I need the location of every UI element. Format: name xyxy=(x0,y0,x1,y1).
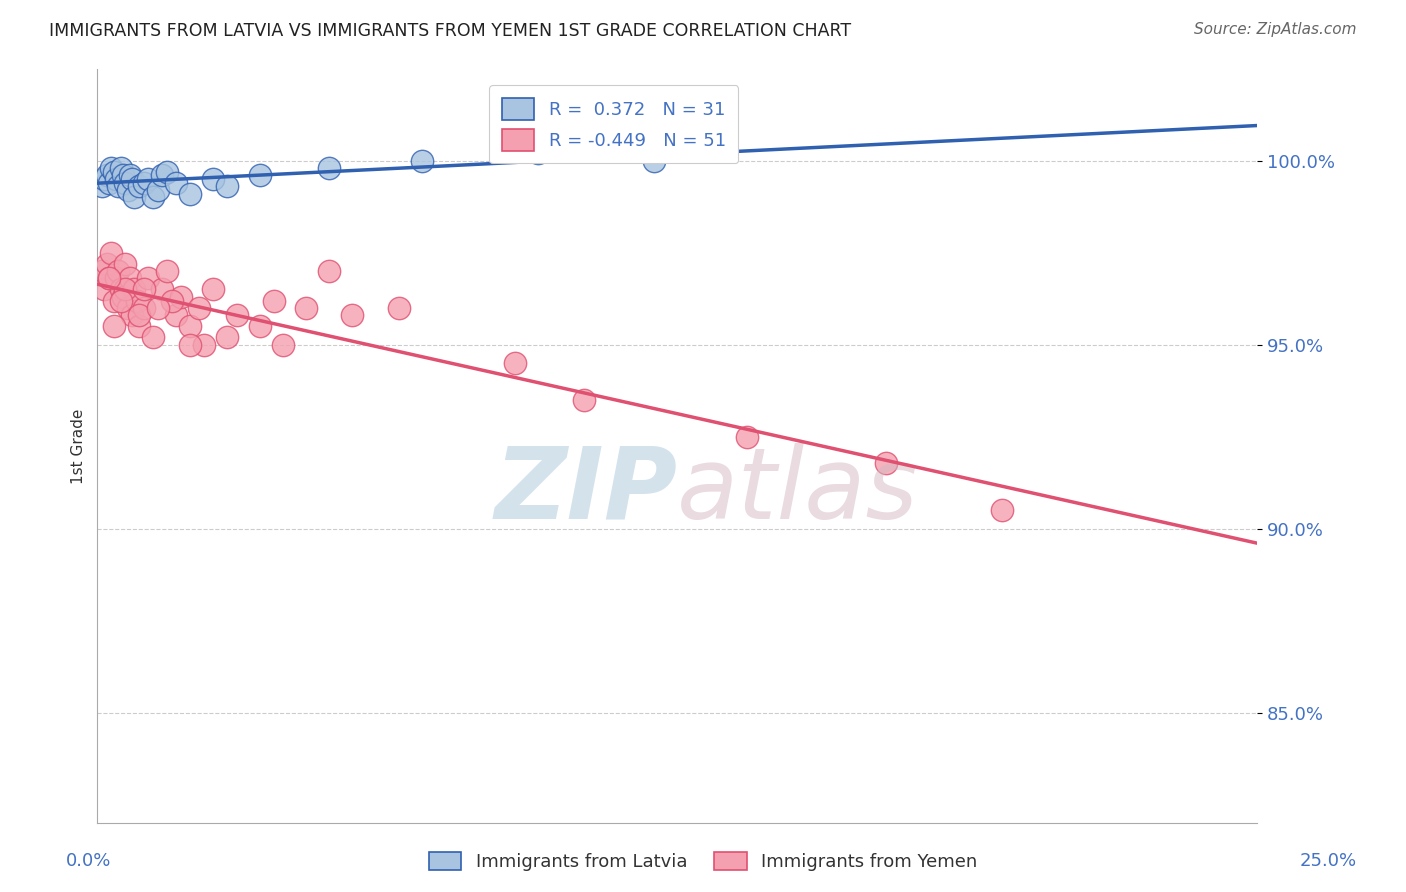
Point xyxy=(93,283,115,297)
Point xyxy=(202,172,225,186)
Point xyxy=(249,169,271,183)
Point xyxy=(107,179,129,194)
Point xyxy=(114,283,136,297)
Point xyxy=(114,257,136,271)
Point xyxy=(104,172,127,186)
Point xyxy=(875,456,897,470)
Y-axis label: 1st Grade: 1st Grade xyxy=(72,409,86,483)
Point xyxy=(249,319,271,334)
Point xyxy=(217,330,239,344)
Point xyxy=(142,190,165,204)
Point xyxy=(142,330,165,344)
Point xyxy=(103,319,125,334)
Text: ZIP: ZIP xyxy=(494,442,678,540)
Point xyxy=(156,264,179,278)
Point xyxy=(125,293,148,308)
Point xyxy=(132,283,155,297)
Point xyxy=(107,264,129,278)
Point xyxy=(150,283,173,297)
Point xyxy=(146,301,169,315)
Point xyxy=(295,301,318,315)
Point xyxy=(318,264,340,278)
Point xyxy=(110,293,132,308)
Point xyxy=(121,172,143,186)
Point xyxy=(160,293,183,308)
Point xyxy=(104,271,127,285)
Text: atlas: atlas xyxy=(678,442,918,540)
Point xyxy=(118,169,141,183)
Point xyxy=(991,503,1014,517)
Point xyxy=(111,169,134,183)
Text: IMMIGRANTS FROM LATVIA VS IMMIGRANTS FROM YEMEN 1ST GRADE CORRELATION CHART: IMMIGRANTS FROM LATVIA VS IMMIGRANTS FRO… xyxy=(49,22,852,40)
Point xyxy=(103,164,125,178)
Point xyxy=(117,301,139,315)
Point xyxy=(96,257,118,271)
Point xyxy=(146,183,169,197)
Text: Source: ZipAtlas.com: Source: ZipAtlas.com xyxy=(1194,22,1357,37)
Point xyxy=(271,337,294,351)
Point xyxy=(128,308,150,322)
Point xyxy=(97,271,120,285)
Point xyxy=(111,290,134,304)
Legend: Immigrants from Latvia, Immigrants from Yemen: Immigrants from Latvia, Immigrants from … xyxy=(422,845,984,879)
Point xyxy=(93,172,115,186)
Point xyxy=(342,308,364,322)
Point xyxy=(179,337,201,351)
Point xyxy=(179,186,201,201)
Point xyxy=(170,290,193,304)
Point xyxy=(202,283,225,297)
Point xyxy=(91,179,114,194)
Point xyxy=(150,169,173,183)
Point xyxy=(165,176,187,190)
Point xyxy=(103,293,125,308)
Point xyxy=(188,301,211,315)
Point xyxy=(121,308,143,322)
Point xyxy=(97,176,120,190)
Point xyxy=(643,153,665,168)
Point xyxy=(156,164,179,178)
Point xyxy=(138,172,160,186)
Point xyxy=(411,153,433,168)
Point xyxy=(318,161,340,175)
Point xyxy=(388,301,411,315)
Point xyxy=(527,146,550,161)
Point xyxy=(217,179,239,194)
Point xyxy=(91,264,114,278)
Point xyxy=(128,319,150,334)
Point xyxy=(132,176,155,190)
Point xyxy=(165,308,187,322)
Point xyxy=(100,161,122,175)
Text: 25.0%: 25.0% xyxy=(1301,852,1357,870)
Point xyxy=(96,169,118,183)
Point xyxy=(503,356,526,370)
Legend: R =  0.372   N = 31, R = -0.449   N = 51: R = 0.372 N = 31, R = -0.449 N = 51 xyxy=(489,85,738,163)
Point xyxy=(118,271,141,285)
Point xyxy=(574,392,596,407)
Point xyxy=(124,190,146,204)
Point xyxy=(225,308,247,322)
Point xyxy=(100,245,122,260)
Text: 0.0%: 0.0% xyxy=(66,852,111,870)
Point xyxy=(114,176,136,190)
Point xyxy=(117,183,139,197)
Point xyxy=(735,430,758,444)
Point xyxy=(132,301,155,315)
Point xyxy=(97,271,120,285)
Point xyxy=(193,337,215,351)
Point xyxy=(263,293,285,308)
Point xyxy=(179,319,201,334)
Point xyxy=(128,179,150,194)
Point xyxy=(124,283,146,297)
Point xyxy=(138,271,160,285)
Point xyxy=(110,283,132,297)
Point xyxy=(110,161,132,175)
